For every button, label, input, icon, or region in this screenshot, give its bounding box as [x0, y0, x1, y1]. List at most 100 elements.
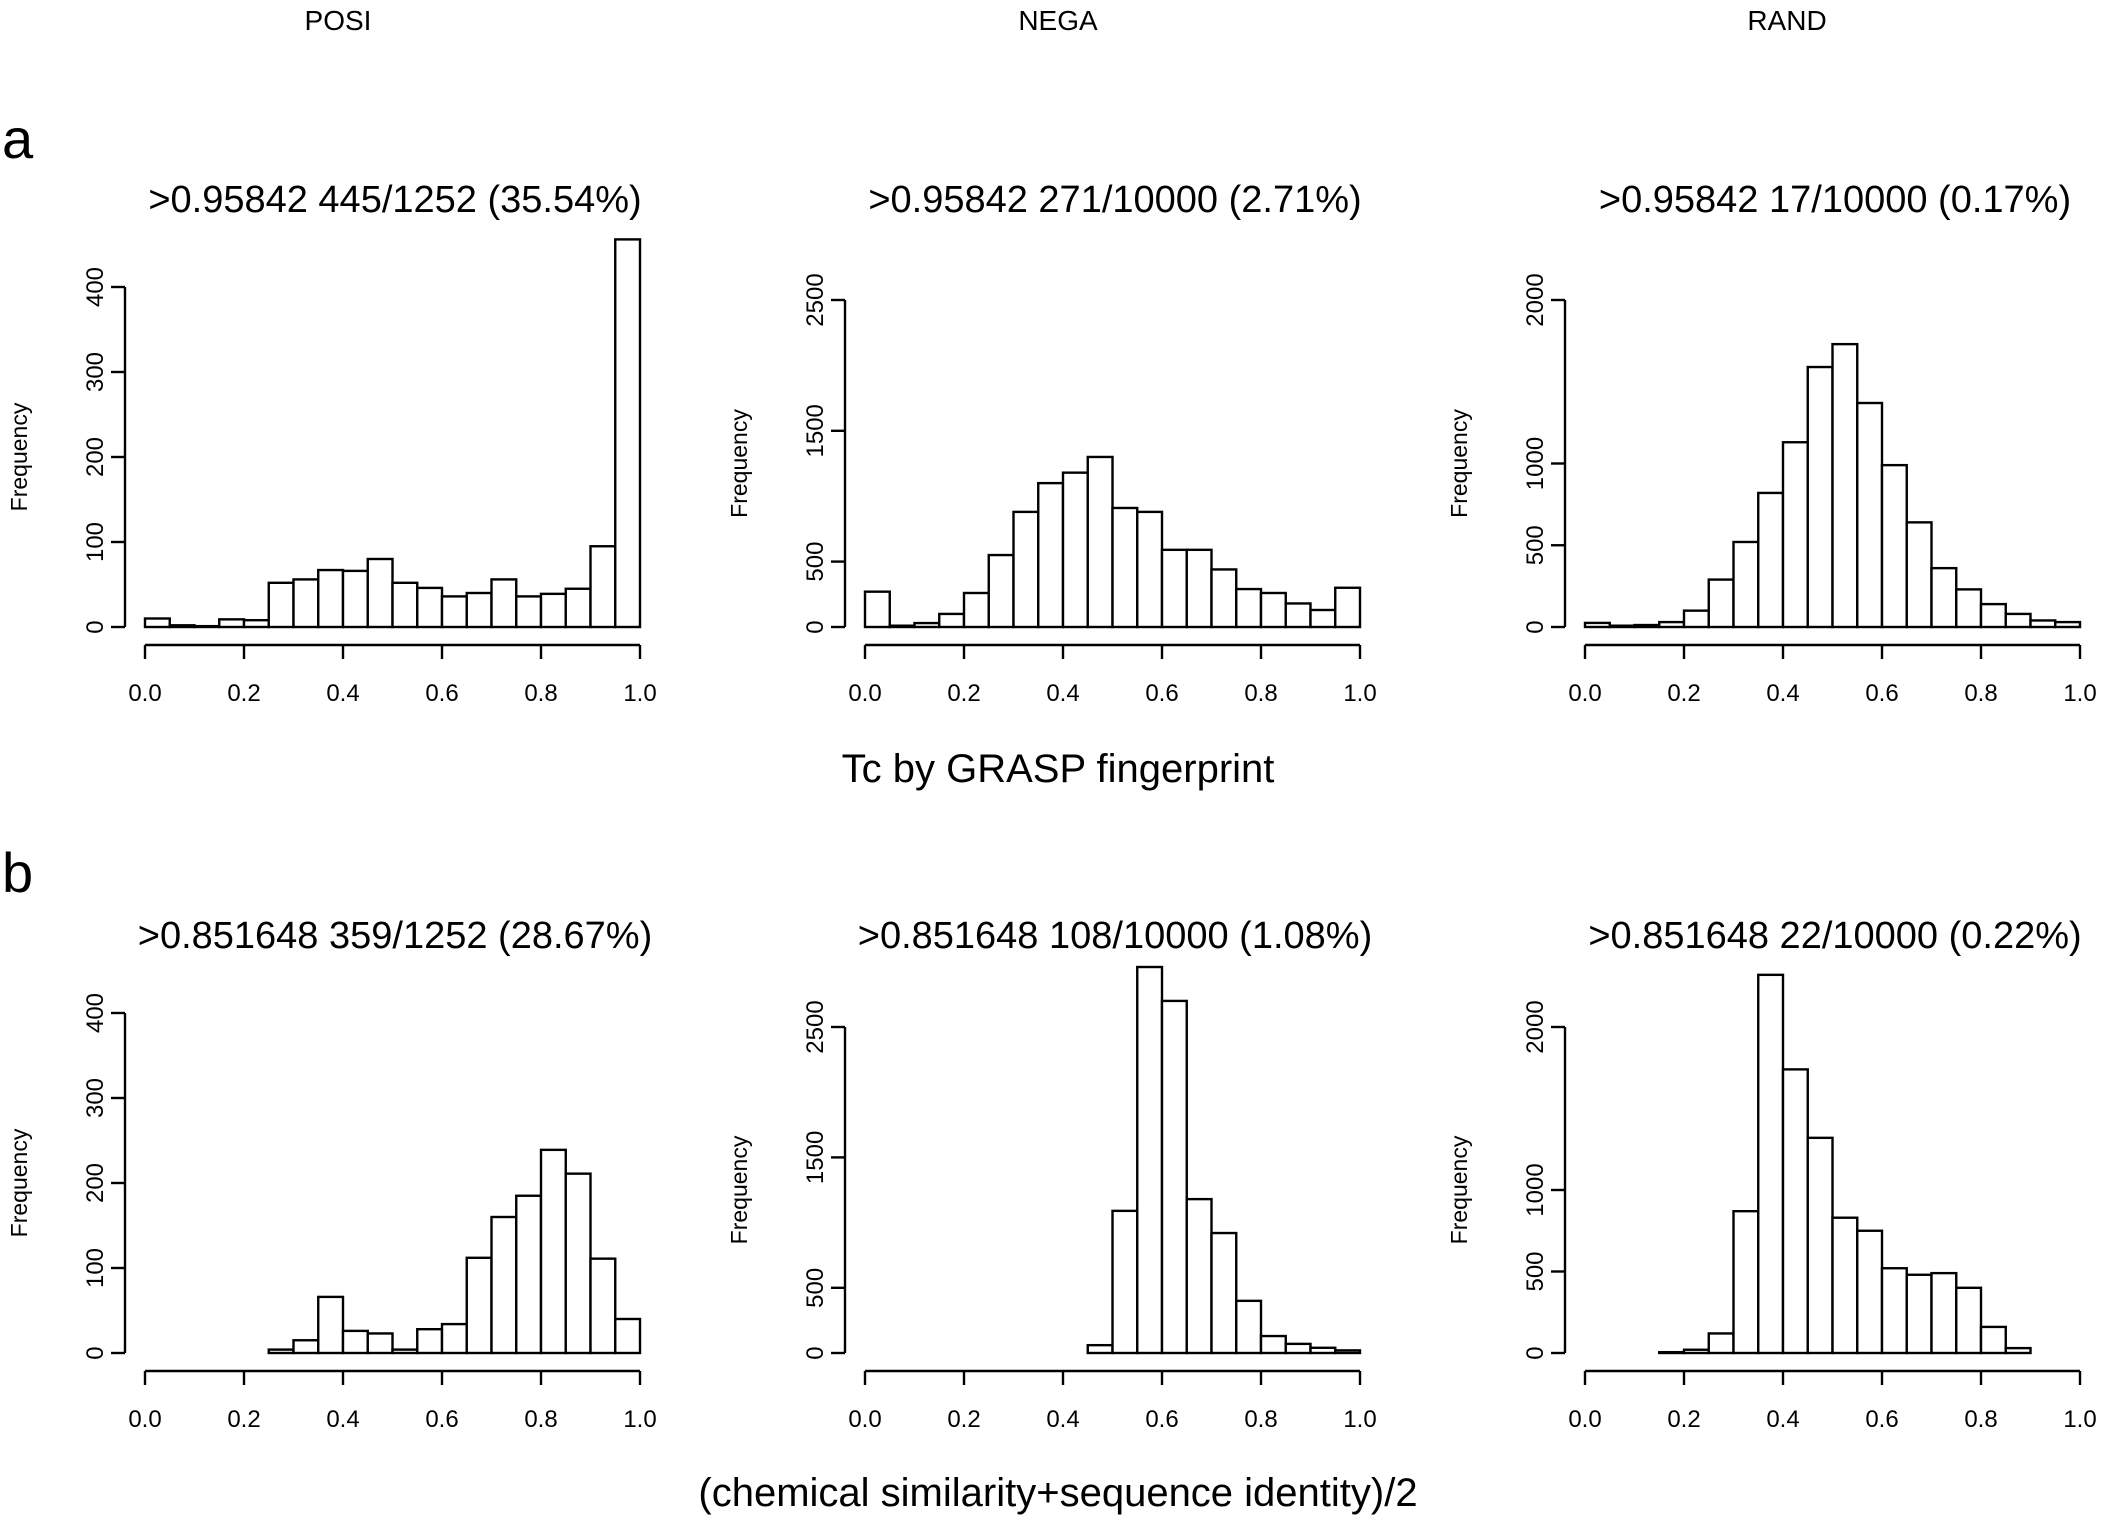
histogram-bar — [440, 1322, 468, 1355]
histogram-bar — [1136, 510, 1164, 629]
histogram-bar — [938, 612, 966, 629]
histogram-bar — [341, 1329, 369, 1355]
row-a-xlabel: Tc by GRASP fingerprint — [842, 747, 1275, 791]
y-axis-label: Frequency — [726, 1135, 752, 1244]
histogram-bar — [564, 1172, 592, 1355]
x-tick-label: 0.8 — [1964, 1406, 1997, 1433]
histogram-bar — [1235, 1299, 1263, 1355]
y-axis-label: Frequency — [6, 402, 32, 511]
x-tick-label: 0.4 — [1046, 680, 1079, 707]
x-tick-label: 0.2 — [227, 680, 260, 707]
histogram-bar — [267, 581, 295, 629]
x-tick-label: 0.0 — [848, 680, 881, 707]
histogram-bar — [539, 1148, 567, 1355]
histogram-bar — [1086, 455, 1114, 629]
histogram-bar — [490, 578, 518, 629]
x-tick-label: 0.4 — [326, 680, 359, 707]
y-tick-label: 400 — [82, 267, 109, 307]
histogram-bar — [1633, 623, 1661, 629]
y-tick-label: 200 — [82, 1163, 109, 1203]
x-tick-label: 0.0 — [128, 680, 161, 707]
histogram-bar — [1781, 441, 1809, 629]
x-tick-label: 0.2 — [947, 1406, 980, 1433]
histogram-bar — [242, 619, 270, 629]
histogram-bar — [341, 569, 369, 629]
x-tick-label: 1.0 — [2063, 680, 2096, 707]
histogram-bar — [515, 595, 543, 629]
histogram-bar — [1185, 1197, 1213, 1355]
y-tick-label: 200 — [82, 437, 109, 477]
x-tick-label: 1.0 — [623, 1406, 656, 1433]
histogram-bar — [292, 578, 320, 629]
histogram-bar — [962, 591, 990, 629]
y-tick-label: 0 — [1522, 1346, 1549, 1359]
histogram-bar — [193, 624, 221, 629]
x-tick-label: 0.6 — [425, 680, 458, 707]
histogram-bar — [1757, 491, 1785, 629]
histogram-bar — [1284, 1342, 1312, 1355]
histogram-bar — [1608, 624, 1636, 629]
x-tick-label: 0.8 — [1244, 680, 1277, 707]
x-tick-label: 0.4 — [1766, 680, 1799, 707]
histogram-bar — [2054, 620, 2082, 629]
column-labels: POSI NEGA RAND — [305, 5, 1827, 36]
row-b-xlabel: (chemical similarity+sequence identity)/… — [698, 1471, 1417, 1515]
y-tick-label: 500 — [802, 542, 829, 582]
histogram-bar — [317, 1295, 345, 1355]
histogram-bar — [589, 545, 617, 629]
histogram-bar — [1111, 506, 1139, 629]
panel-letter-a: a — [2, 107, 34, 170]
y-tick-label: 2000 — [1522, 1000, 1549, 1053]
histogram-bar — [366, 557, 394, 629]
histogram-bar — [1334, 1349, 1362, 1355]
histogram-bar — [440, 595, 468, 629]
x-tick-label: 0.8 — [1964, 680, 1997, 707]
histogram-bar — [1309, 1346, 1337, 1355]
column-label-posi: POSI — [305, 5, 372, 36]
y-tick-label: 0 — [1522, 620, 1549, 633]
x-tick-label: 0.2 — [1667, 680, 1700, 707]
x-tick-label: 0.2 — [1667, 1406, 1700, 1433]
y-tick-label: 1500 — [802, 1131, 829, 1184]
histogram-bar — [1905, 521, 1933, 629]
histogram-bar — [589, 1257, 617, 1355]
x-tick-label: 0.4 — [1766, 1406, 1799, 1433]
y-tick-label: 0 — [802, 1346, 829, 1359]
y-tick-label: 1500 — [802, 404, 829, 457]
y-tick-label: 500 — [1522, 525, 1549, 565]
x-tick-label: 1.0 — [2063, 1406, 2096, 1433]
x-tick-label: 0.6 — [1865, 680, 1898, 707]
x-tick-label: 0.0 — [1568, 1406, 1601, 1433]
histogram-bar — [1185, 548, 1213, 629]
histogram-bar — [1707, 1332, 1735, 1355]
histogram-bar — [1284, 602, 1312, 629]
x-tick-label: 1.0 — [1343, 680, 1376, 707]
y-axis-label: Frequency — [1446, 409, 1472, 518]
histogram-bar — [1930, 566, 1958, 629]
histogram-bar — [1658, 1350, 1686, 1355]
histogram-bar — [168, 624, 196, 629]
histogram-bar — [366, 1332, 394, 1355]
histogram-bar — [913, 621, 941, 629]
histogram-bar — [1930, 1271, 1958, 1355]
histogram-bar — [987, 553, 1015, 629]
histogram-bar — [1757, 973, 1785, 1355]
histogram-bar — [1880, 463, 1908, 629]
x-tick-label: 0.0 — [128, 1406, 161, 1433]
histogram-bar — [614, 238, 642, 629]
x-tick-label: 0.0 — [848, 1406, 881, 1433]
panel-title: >0.95842 445/1252 (35.54%) — [148, 179, 641, 221]
histogram-bar — [2004, 612, 2032, 629]
x-tick-label: 0.6 — [1865, 1406, 1898, 1433]
histogram-bar — [1979, 602, 2007, 629]
histogram-bar — [1831, 342, 1859, 629]
histogram-bar — [1583, 621, 1611, 629]
panel-letter-b: b — [2, 841, 33, 904]
histogram-bar — [1037, 481, 1065, 629]
histogram-bar — [1781, 1068, 1809, 1355]
histogram-panel-1-1: >0.851648 108/10000 (1.08%) 0 500 1500 2500 F… — [726, 915, 1377, 1433]
histogram-bar — [1259, 1334, 1287, 1355]
panel-title: >0.851648 359/1252 (28.67%) — [138, 915, 652, 957]
histogram-bar — [1856, 1229, 1884, 1355]
